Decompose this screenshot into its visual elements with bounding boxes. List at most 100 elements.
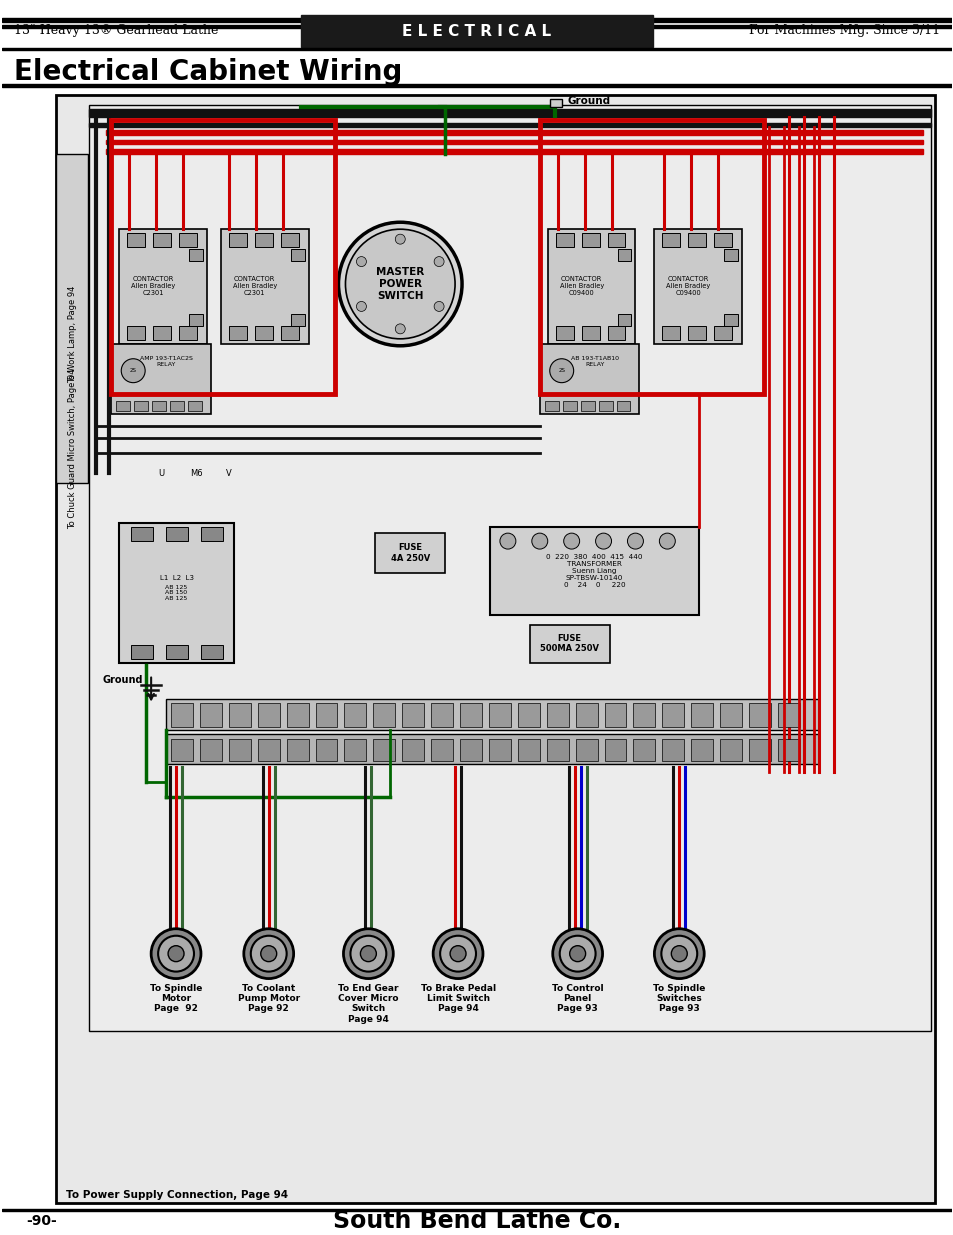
Circle shape xyxy=(343,929,393,978)
Bar xyxy=(661,703,683,727)
Bar xyxy=(229,233,247,247)
Text: 2S: 2S xyxy=(130,368,136,373)
Bar xyxy=(132,645,153,658)
Bar xyxy=(116,400,130,410)
Circle shape xyxy=(395,235,405,245)
Bar xyxy=(616,400,630,410)
Circle shape xyxy=(244,929,294,978)
Circle shape xyxy=(356,257,366,267)
Bar xyxy=(607,233,625,247)
Text: Ground: Ground xyxy=(103,674,143,684)
Bar xyxy=(556,326,573,340)
Bar xyxy=(562,400,576,410)
Bar xyxy=(286,740,308,761)
Bar xyxy=(549,99,561,106)
Bar xyxy=(188,400,202,410)
Text: To Power Supply Connection, Page 94: To Power Supply Connection, Page 94 xyxy=(67,1189,288,1200)
Bar xyxy=(229,326,247,340)
Bar xyxy=(229,740,251,761)
Circle shape xyxy=(439,936,476,972)
Text: MASTER
POWER
SWITCH: MASTER POWER SWITCH xyxy=(375,268,424,300)
Text: AMP 193-T1AC2S
RELAY: AMP 193-T1AC2S RELAY xyxy=(139,356,193,367)
Text: CONTACTOR
Allen Bradley
C2301: CONTACTOR Allen Bradley C2301 xyxy=(131,277,175,296)
Text: AB 125
AB 150
AB 125: AB 125 AB 150 AB 125 xyxy=(165,584,188,601)
Text: To Spindle
Switches
Page 93: To Spindle Switches Page 93 xyxy=(653,983,704,1014)
Bar xyxy=(200,740,222,761)
Bar xyxy=(604,740,626,761)
Circle shape xyxy=(499,534,516,550)
Bar xyxy=(459,703,481,727)
Circle shape xyxy=(395,324,405,333)
Bar xyxy=(598,400,612,410)
Circle shape xyxy=(158,936,193,972)
Bar xyxy=(723,249,738,261)
Circle shape xyxy=(434,257,443,267)
Bar xyxy=(402,703,424,727)
Circle shape xyxy=(654,929,703,978)
Bar xyxy=(490,527,699,615)
Bar xyxy=(661,233,679,247)
Bar xyxy=(748,703,770,727)
Bar xyxy=(546,703,568,727)
Bar xyxy=(300,15,653,47)
Bar xyxy=(179,233,196,247)
Bar xyxy=(291,314,304,326)
Bar xyxy=(546,740,568,761)
Bar xyxy=(777,740,799,761)
Circle shape xyxy=(345,230,455,338)
Circle shape xyxy=(559,936,595,972)
Bar xyxy=(575,703,597,727)
Circle shape xyxy=(552,929,602,978)
Bar xyxy=(166,699,818,730)
Text: To End Gear
Cover Micro
Switch
Page 94: To End Gear Cover Micro Switch Page 94 xyxy=(337,983,398,1024)
Bar xyxy=(2,84,951,86)
Bar xyxy=(661,326,679,340)
Text: Ground: Ground xyxy=(567,95,610,106)
Bar xyxy=(459,740,481,761)
Bar xyxy=(112,343,211,414)
Circle shape xyxy=(671,946,686,962)
Bar xyxy=(152,400,166,410)
Bar xyxy=(654,230,741,343)
Bar xyxy=(166,735,818,764)
Text: To Brake Pedal
Limit Switch
Page 94: To Brake Pedal Limit Switch Page 94 xyxy=(420,983,496,1014)
Bar xyxy=(229,703,251,727)
Circle shape xyxy=(660,936,697,972)
Text: For Machines Mfg. Since 5/11: For Machines Mfg. Since 5/11 xyxy=(748,25,940,37)
Bar xyxy=(581,326,598,340)
Bar xyxy=(580,400,594,410)
Bar xyxy=(166,527,188,541)
Circle shape xyxy=(595,534,611,550)
Bar xyxy=(617,314,631,326)
Text: 13" Heavy 13® Gearhead Lathe: 13" Heavy 13® Gearhead Lathe xyxy=(13,25,218,37)
Bar xyxy=(2,25,951,28)
Bar xyxy=(714,233,731,247)
Bar xyxy=(119,230,207,343)
Bar xyxy=(106,130,923,135)
Circle shape xyxy=(659,534,675,550)
Bar xyxy=(517,740,539,761)
Bar xyxy=(714,326,731,340)
Bar xyxy=(200,703,222,727)
Bar xyxy=(431,703,453,727)
Bar xyxy=(575,740,597,761)
Bar xyxy=(529,625,609,663)
Bar xyxy=(286,703,308,727)
Bar xyxy=(373,740,395,761)
Bar xyxy=(375,534,445,573)
Text: V: V xyxy=(226,469,232,478)
Circle shape xyxy=(433,929,482,978)
Bar xyxy=(315,703,337,727)
Circle shape xyxy=(360,946,375,962)
Circle shape xyxy=(531,534,547,550)
Bar xyxy=(315,740,337,761)
Bar xyxy=(344,740,366,761)
Circle shape xyxy=(350,936,386,972)
Bar xyxy=(344,703,366,727)
Bar xyxy=(90,105,930,1031)
Bar xyxy=(112,120,335,394)
Text: FUSE
4A 250V: FUSE 4A 250V xyxy=(390,543,430,563)
Text: E L E C T R I C A L: E L E C T R I C A L xyxy=(402,25,551,40)
Circle shape xyxy=(168,946,184,962)
Bar xyxy=(373,703,395,727)
